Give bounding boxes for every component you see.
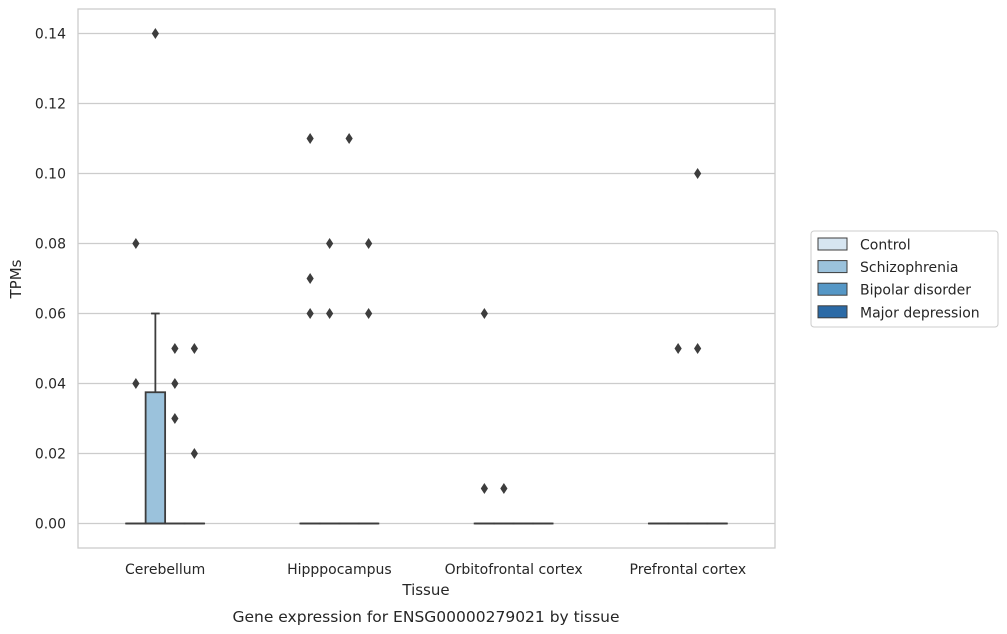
- figure-caption: Gene expression for ENSG00000279021 by t…: [232, 608, 619, 626]
- legend-swatch: [817, 237, 848, 251]
- box-schizophrenia: [144, 312, 167, 525]
- outlier-point: [694, 343, 702, 354]
- y-tick-label: 0.12: [35, 97, 66, 113]
- legend-label: Major depression: [860, 305, 980, 321]
- outlier-point: [132, 378, 140, 389]
- outlier-point: [190, 448, 198, 459]
- outlier-point: [171, 413, 179, 424]
- legend: Control Schizophrenia Bipolar disorder Majo…: [810, 230, 999, 328]
- outlier-point: [306, 133, 314, 144]
- outlier-point: [345, 133, 353, 144]
- outlier-point: [480, 483, 488, 494]
- legend-label: Control: [860, 238, 911, 254]
- legend-swatch: [817, 305, 848, 319]
- x-tick-label: Hipppocampus: [287, 562, 392, 578]
- legend-label: Bipolar disorder: [860, 283, 971, 299]
- y-gridlines: [78, 32, 775, 525]
- y-axis-ticks: 0.00 0.02 0.04 0.06 0.08 0.10 0.12 0.14: [35, 27, 66, 533]
- outlier-point: [326, 238, 334, 249]
- x-tick-label: Prefrontal cortex: [630, 562, 747, 578]
- x-tick-label: Cerebellum: [125, 562, 205, 578]
- outlier-point: [132, 238, 140, 249]
- box-series: [125, 312, 728, 525]
- legend-frame: [810, 230, 999, 328]
- y-tick-label: 0.08: [35, 237, 66, 253]
- y-tick-label: 0.14: [35, 27, 66, 43]
- outlier-point: [674, 343, 682, 354]
- outlier-point: [306, 308, 314, 319]
- outlier-point: [694, 168, 702, 179]
- y-tick-label: 0.02: [35, 447, 66, 463]
- legend-swatch: [817, 282, 848, 296]
- outlier-point: [480, 308, 488, 319]
- y-tick-label: 0.00: [35, 517, 66, 533]
- x-tick-label: Orbitofrontal cortex: [445, 562, 583, 578]
- legend-label: Schizophrenia: [860, 260, 958, 276]
- box-iqr: [144, 391, 167, 525]
- outlier-points: [132, 28, 702, 494]
- legend-swatch: [817, 260, 848, 274]
- y-tick-label: 0.10: [35, 167, 66, 183]
- outlier-point: [326, 308, 334, 319]
- outlier-point: [171, 378, 179, 389]
- outlier-point: [190, 343, 198, 354]
- outlier-point: [500, 483, 508, 494]
- x-axis-ticks: Cerebellum Hipppocampus Orbitofrontal cort…: [125, 562, 746, 578]
- outlier-point: [306, 273, 314, 284]
- outlier-point: [151, 28, 159, 39]
- y-tick-label: 0.04: [35, 377, 66, 393]
- outlier-point: [171, 343, 179, 354]
- y-tick-label: 0.06: [35, 307, 66, 323]
- plot-area-frame: [77, 8, 776, 549]
- y-axis-title: TPMs: [7, 259, 25, 299]
- x-axis-title: Tissue: [401, 581, 449, 599]
- outlier-point: [365, 238, 373, 249]
- outlier-point: [365, 308, 373, 319]
